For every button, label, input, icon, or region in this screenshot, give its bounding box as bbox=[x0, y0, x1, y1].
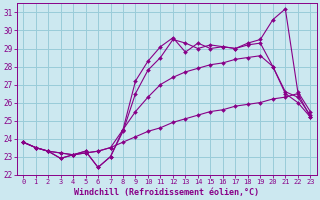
X-axis label: Windchill (Refroidissement éolien,°C): Windchill (Refroidissement éolien,°C) bbox=[74, 188, 259, 197]
